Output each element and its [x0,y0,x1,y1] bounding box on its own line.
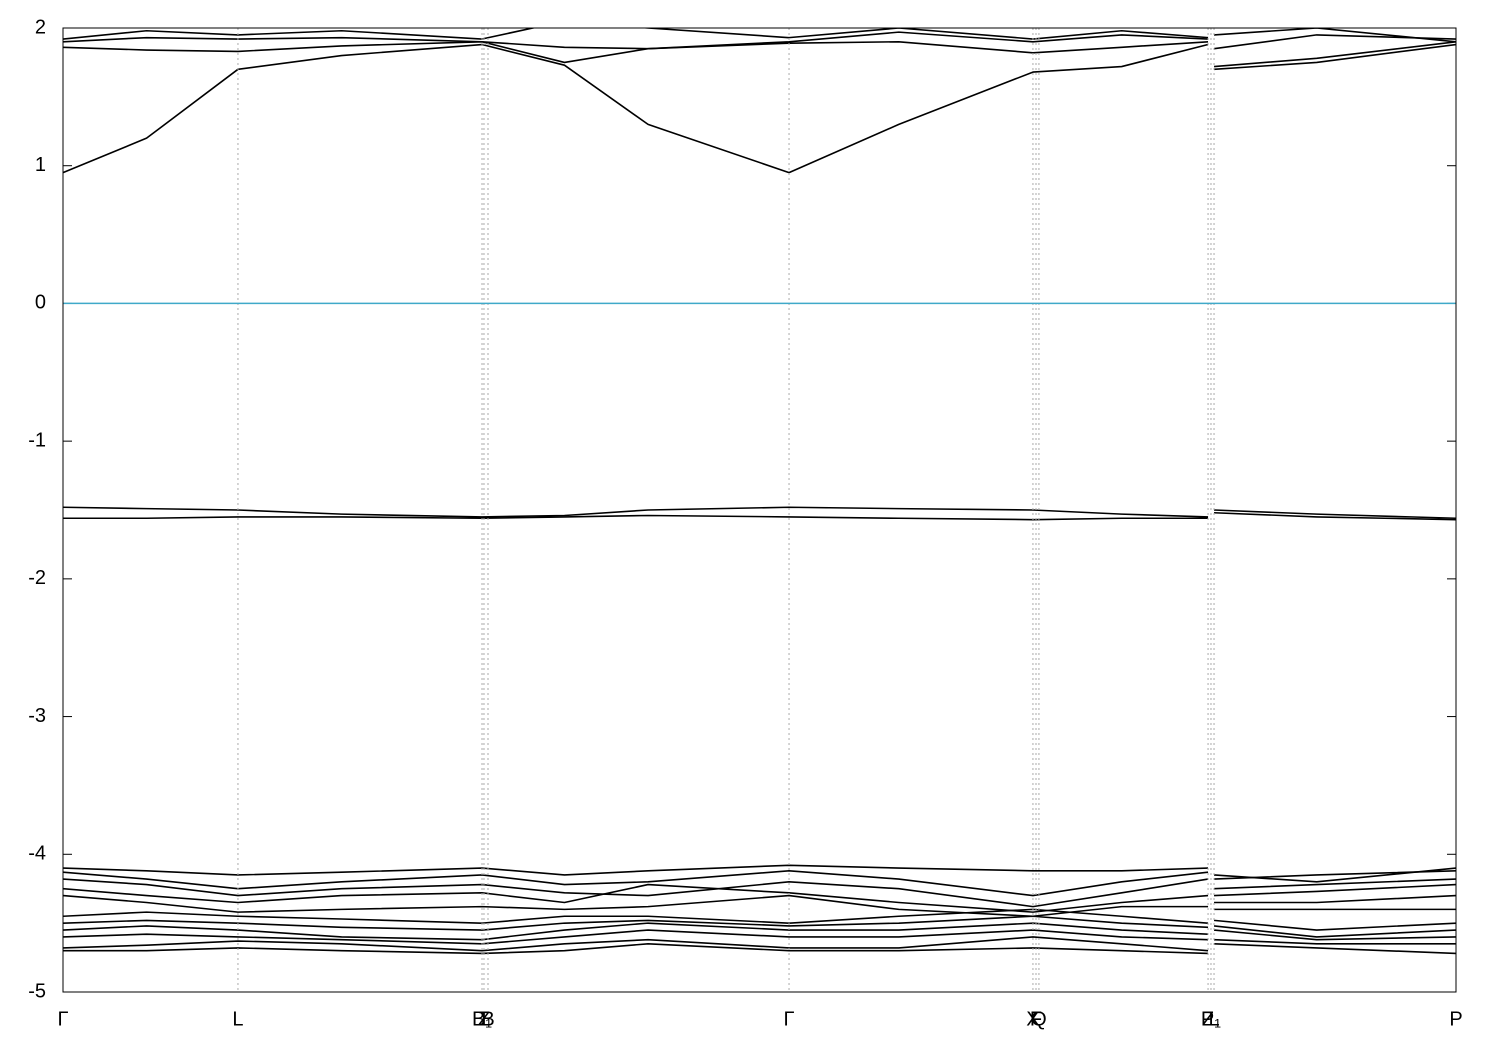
x-tick-label: L [232,1008,243,1030]
band-line [63,894,1456,918]
y-tick-label: -3 [28,705,46,727]
x-tick-label: Q [1031,1008,1047,1030]
x-tick-label: F [1030,1008,1042,1030]
y-tick-label: 0 [35,292,46,314]
band-line [63,31,1456,50]
x-tick-label: L [1208,1008,1219,1030]
y-tick-label: -2 [28,567,46,589]
plot-frame [62,27,1457,993]
band-line [63,28,1456,43]
band-line [63,908,1456,924]
plot-area [63,28,1456,955]
band-line [63,922,1456,941]
band-line [63,40,1456,68]
x-tick-label: Z [1202,1008,1214,1030]
y-tick-label: 1 [35,154,46,176]
band-line [63,943,1456,955]
y-tick-label: -1 [28,429,46,451]
y-tick-label: -5 [28,980,46,1002]
band-line [63,870,1456,897]
band-line [63,915,1456,931]
x-tick-label: Γ [784,1008,795,1030]
x-tick-label: Z [478,1008,490,1030]
band-line [63,936,1456,952]
y-tick-label: 2 [35,16,46,38]
x-tick-label: Γ [57,1008,68,1030]
y-tick-label: -4 [28,843,46,865]
band-line [63,929,1456,945]
x-tick-label: B [481,1008,494,1030]
x-tick-label: X [1026,1008,1039,1030]
band-line [63,511,1456,521]
x-tick-label: B₁ [472,1008,492,1030]
x-tick-label: P [1449,1008,1462,1030]
band-line [63,43,1456,174]
x-tick-label: P₁ [1201,1008,1221,1030]
band-line [63,506,1456,520]
